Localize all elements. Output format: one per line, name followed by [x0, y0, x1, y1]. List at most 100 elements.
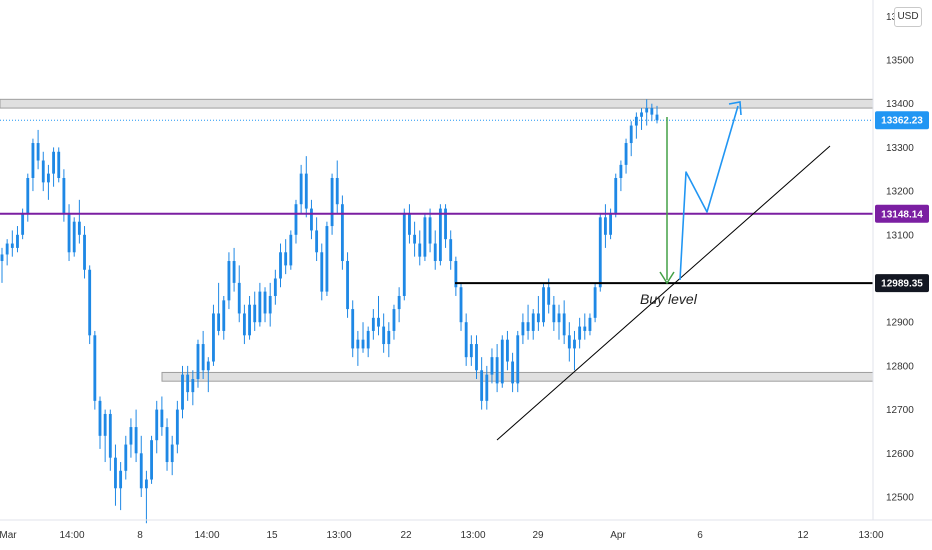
candle-body — [320, 252, 324, 292]
candle-body — [258, 291, 262, 323]
candle-body — [155, 409, 159, 441]
candle-body — [382, 326, 386, 345]
currency-label[interactable]: USD — [894, 7, 922, 27]
candle-body — [206, 361, 210, 371]
price-tag-label: 13148.14 — [881, 209, 923, 220]
candle-body — [237, 282, 241, 314]
candle-body — [351, 309, 355, 349]
candle-body — [640, 112, 643, 117]
candle-body — [273, 278, 277, 296]
price-tick-label: 13300 — [886, 143, 914, 154]
time-tick-label: 15 — [266, 530, 278, 541]
price-axis[interactable]: 1250012600127001280012900130001310013200… — [872, 0, 914, 520]
candle-body — [72, 221, 76, 253]
time-tick-label: 14:00 — [194, 530, 219, 541]
candle-body — [46, 173, 50, 183]
price-tick-label: 12700 — [886, 405, 914, 416]
candle-body — [144, 479, 148, 489]
candle-body — [526, 322, 530, 331]
price-tick-label: 13200 — [886, 187, 914, 198]
candle-body — [475, 344, 478, 371]
candle-body — [98, 400, 102, 436]
candle-body — [459, 287, 463, 323]
candle-body — [279, 252, 282, 279]
candle-body — [67, 212, 71, 253]
candle-body — [495, 357, 499, 384]
candle-body — [165, 427, 169, 463]
drawings-layer: Buy level — [0, 101, 873, 441]
trendline[interactable] — [496, 145, 831, 441]
candle-body — [181, 374, 184, 410]
candle-body — [423, 217, 427, 257]
time-tick-label: 8 — [137, 530, 143, 541]
candle-body — [242, 313, 246, 336]
candle-body — [444, 208, 447, 240]
candle-body — [552, 304, 556, 323]
candle-body — [62, 177, 66, 213]
price-tag-label: 12989.35 — [881, 279, 923, 290]
candle-body — [330, 177, 334, 227]
time-axis[interactable]: Mar 14:00 8 14:00 15 13:00 22 13:00 29 Apr 6 12 13:0… — [0, 519, 932, 541]
resistance-zone — [0, 98, 874, 109]
candle-body — [428, 217, 432, 244]
candle-body — [16, 234, 19, 248]
candle-body — [41, 160, 45, 183]
candle-body — [139, 453, 143, 489]
price-tick-label: 12900 — [886, 318, 914, 329]
green-arrow-head — [659, 271, 675, 285]
candle-body — [464, 322, 468, 358]
candle-body — [227, 261, 231, 301]
candle-body — [567, 335, 571, 349]
candle-body — [289, 234, 293, 266]
time-tick-label: 13:00 — [460, 530, 485, 541]
candle-body — [438, 208, 442, 262]
candle-body — [175, 409, 179, 445]
candle-body — [335, 177, 339, 205]
candle-body — [315, 230, 319, 253]
candle-body — [31, 143, 35, 178]
candle-body — [88, 269, 92, 336]
price-tags: 13362.23 13148.14 12989.35 — [875, 111, 929, 293]
candle-body — [201, 344, 205, 371]
candle-body — [222, 300, 226, 331]
candle-body — [248, 304, 251, 336]
price-tick-label: 12800 — [886, 361, 914, 372]
candle-body — [449, 239, 453, 262]
candle-body — [392, 309, 396, 331]
time-tick-label: Mar — [0, 530, 17, 541]
candle-body — [299, 173, 303, 205]
price-tick-label: 13500 — [886, 56, 914, 67]
candle-body — [485, 374, 489, 401]
projection-path[interactable] — [679, 105, 739, 281]
candle-body — [268, 295, 272, 314]
candle-body — [614, 177, 618, 213]
candle-body — [598, 217, 602, 288]
candle-body — [361, 339, 365, 349]
candle-body — [160, 409, 164, 428]
candle-body — [511, 361, 515, 384]
candle-body — [129, 427, 133, 445]
candle-body — [124, 444, 128, 471]
time-tick-label: 13:00 — [858, 530, 883, 541]
candle-body — [506, 339, 509, 362]
candle-body — [284, 252, 288, 266]
candle-body — [536, 313, 540, 323]
time-tick-label: Apr — [610, 530, 626, 541]
candle-body — [170, 444, 174, 463]
candle-body — [547, 287, 551, 305]
candle-body — [480, 370, 484, 401]
candle-body — [108, 413, 112, 458]
candle-body — [119, 470, 123, 489]
candle-body — [624, 143, 628, 165]
candle-body — [93, 335, 97, 401]
candle-body — [0, 254, 4, 262]
price-tag — [875, 274, 929, 293]
candle-body — [26, 177, 30, 213]
candle-body — [134, 427, 138, 454]
candle-body — [645, 108, 649, 113]
candle-body — [609, 212, 613, 235]
candle-body — [356, 339, 360, 349]
price-tick-label: 12500 — [886, 493, 914, 504]
candle-body — [402, 212, 406, 296]
